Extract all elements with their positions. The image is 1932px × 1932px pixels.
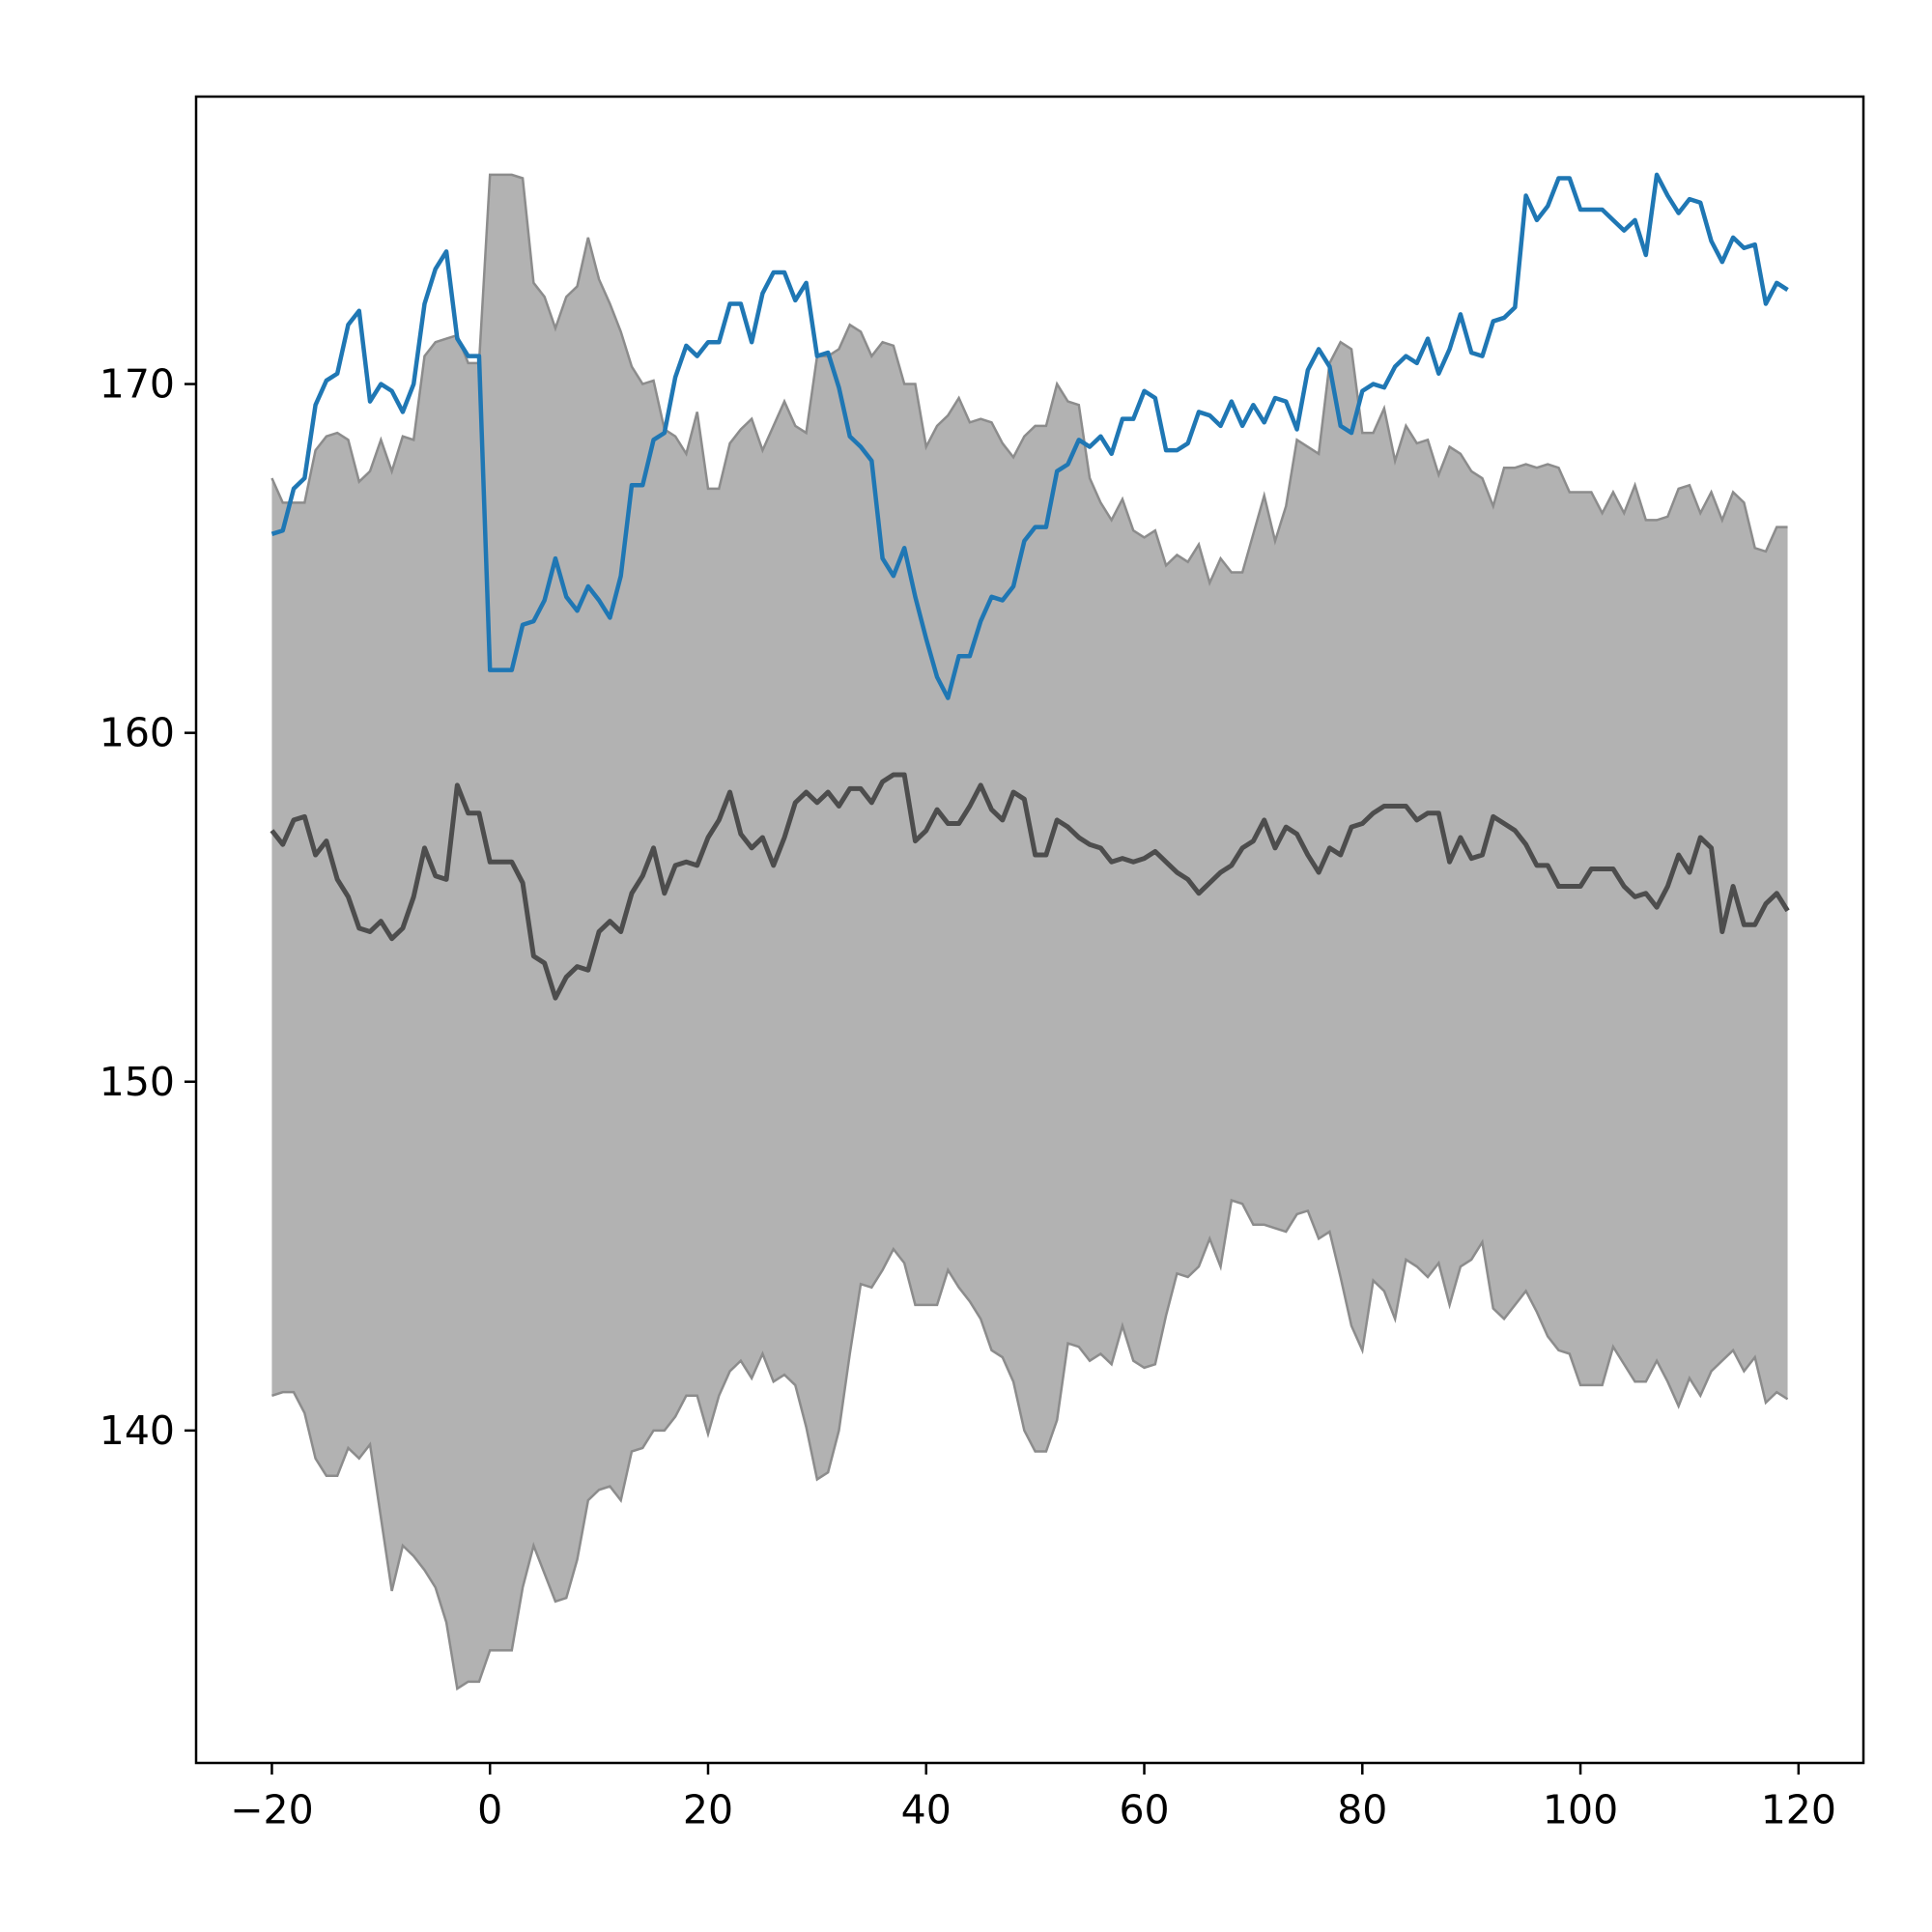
series-line [270,172,1789,700]
band-edge [271,1198,1789,1691]
y-tick-label: 150 [99,1059,175,1105]
x-tick-label: −20 [230,1786,314,1833]
band-edge [270,173,1788,587]
x-tick-label: 60 [1119,1786,1169,1833]
series-line [270,772,1790,1001]
plot-frame [194,95,1865,1765]
y-tick-label: 160 [99,710,175,756]
x-tick-label: 40 [901,1786,952,1833]
band-area [271,174,1788,1690]
x-tick-label: 20 [683,1786,733,1833]
x-tick-label: 80 [1337,1786,1387,1833]
y-tick-label: 170 [99,361,175,408]
x-tick-label: 100 [1543,1786,1618,1833]
x-tick-label: 120 [1761,1786,1836,1833]
y-tick-label: 140 [99,1407,175,1454]
x-tick-label: 0 [477,1786,502,1833]
